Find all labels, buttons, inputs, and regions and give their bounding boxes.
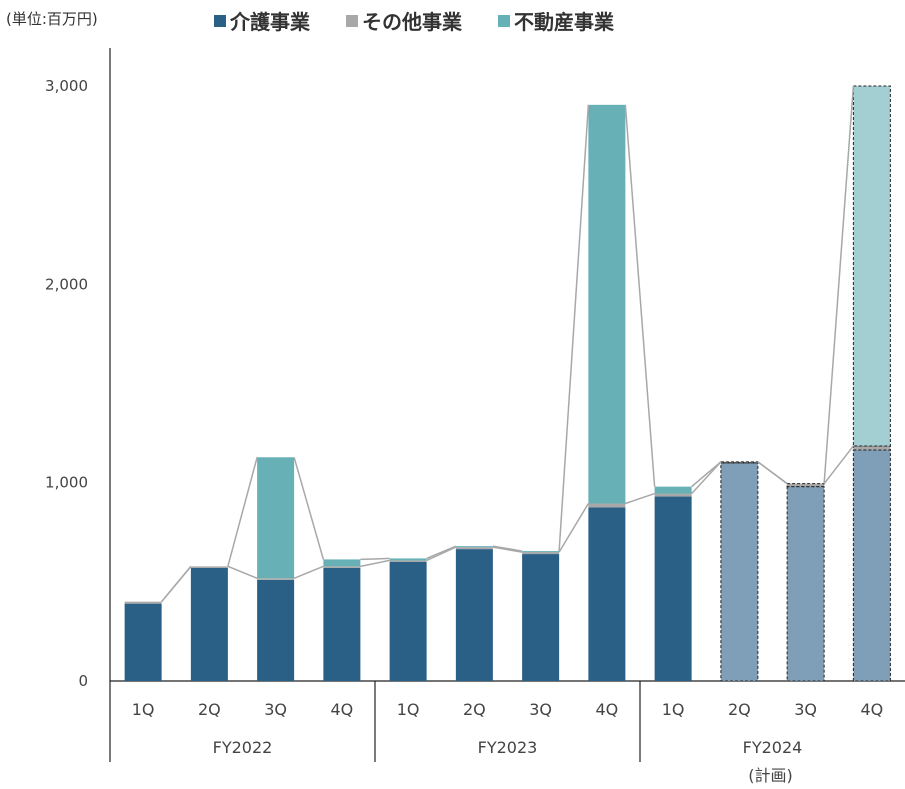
bar-segment bbox=[124, 603, 162, 681]
bar-segment bbox=[389, 560, 427, 562]
group-label: FY2024 bbox=[743, 738, 803, 757]
connector-line bbox=[558, 503, 590, 553]
bar-segment bbox=[588, 503, 626, 508]
bar-segment bbox=[455, 546, 493, 548]
bar-segment bbox=[786, 483, 825, 488]
connector-line bbox=[227, 457, 258, 567]
x-tick-label: 4Q bbox=[595, 700, 618, 719]
bar-segment bbox=[852, 445, 891, 451]
y-tick-label: 3,000 bbox=[45, 77, 88, 95]
x-tick-label: 3Q bbox=[794, 700, 817, 719]
x-tick-label: 4Q bbox=[330, 700, 353, 719]
x-tick-label: 3Q bbox=[529, 700, 552, 719]
legend-item-kaigo: 介護事業 bbox=[214, 6, 310, 35]
legend-label-other: その他事業 bbox=[362, 10, 462, 34]
bar-segment bbox=[720, 461, 759, 464]
x-tick-label: 1Q bbox=[397, 700, 420, 719]
y-tick-label: 0 bbox=[78, 672, 88, 690]
y-tick-label: 2,000 bbox=[45, 275, 88, 293]
bar-segment bbox=[257, 457, 295, 579]
legend-item-realestate: 不動産事業 bbox=[498, 6, 614, 35]
connector-line bbox=[492, 545, 523, 552]
connector-line bbox=[624, 104, 656, 487]
legend-swatch-realestate bbox=[498, 14, 510, 27]
connector-line bbox=[293, 457, 325, 560]
bar-segment bbox=[257, 578, 295, 580]
bar-segment bbox=[389, 562, 427, 681]
bar-segment bbox=[455, 547, 493, 550]
bar-segment bbox=[124, 601, 162, 604]
connector-line bbox=[625, 492, 655, 505]
connector-line bbox=[426, 546, 457, 562]
x-tick-label: 2Q bbox=[198, 700, 221, 719]
connector-line bbox=[161, 565, 192, 603]
connector-line bbox=[293, 565, 324, 579]
bar-segment bbox=[852, 449, 891, 682]
connector-line bbox=[360, 557, 390, 561]
connector-line bbox=[426, 545, 457, 560]
x-tick-label: 1Q bbox=[132, 700, 155, 719]
x-tick-label: 3Q bbox=[264, 700, 287, 719]
x-tick-label: 4Q bbox=[860, 700, 883, 719]
legend-label-kaigo: 介護事業 bbox=[230, 10, 310, 34]
connector-line bbox=[823, 85, 855, 484]
group-label: FY2022 bbox=[213, 738, 273, 757]
bar-segment bbox=[588, 104, 626, 504]
bar-segment bbox=[588, 507, 626, 681]
bar-segment bbox=[190, 567, 228, 681]
group-sublabel: (計画) bbox=[748, 766, 793, 785]
x-tick-label: 1Q bbox=[662, 700, 685, 719]
legend: 介護事業 その他事業 不動産事業 bbox=[214, 6, 614, 35]
bar-segment bbox=[323, 566, 361, 568]
connector-line bbox=[227, 565, 258, 579]
x-tick-label: 2Q bbox=[463, 700, 486, 719]
bar-segment bbox=[257, 579, 295, 681]
connector-line bbox=[691, 461, 722, 495]
unit-label: (単位:百万円) bbox=[6, 10, 98, 28]
x-tick-label: 2Q bbox=[728, 700, 751, 719]
legend-swatch-other bbox=[346, 14, 358, 27]
legend-swatch-kaigo bbox=[214, 14, 226, 27]
bar-segment bbox=[389, 558, 427, 561]
bar-segment bbox=[522, 551, 560, 553]
bar-segment bbox=[786, 486, 825, 682]
bar-segment bbox=[654, 496, 692, 681]
bar-segment bbox=[455, 549, 493, 681]
connector-line bbox=[691, 461, 722, 488]
bar-segment bbox=[720, 462, 759, 682]
bar-segment bbox=[522, 554, 560, 681]
bar-segment bbox=[852, 85, 891, 447]
connector-line bbox=[360, 559, 390, 568]
legend-item-other: その他事業 bbox=[346, 6, 462, 35]
bar-segment bbox=[654, 493, 692, 497]
bar-segment bbox=[323, 567, 361, 681]
bar-segment bbox=[654, 486, 692, 494]
bar-segment bbox=[190, 566, 228, 568]
connector-line bbox=[492, 546, 523, 553]
bar-segment bbox=[522, 552, 560, 555]
connector-line bbox=[823, 445, 854, 485]
group-label: FY2023 bbox=[478, 738, 538, 757]
connector-line bbox=[558, 104, 590, 552]
bar-segment bbox=[323, 559, 361, 567]
connector-line bbox=[757, 461, 788, 485]
legend-label-realestate: 不動産事業 bbox=[514, 10, 614, 34]
y-tick-label: 1,000 bbox=[45, 474, 88, 492]
